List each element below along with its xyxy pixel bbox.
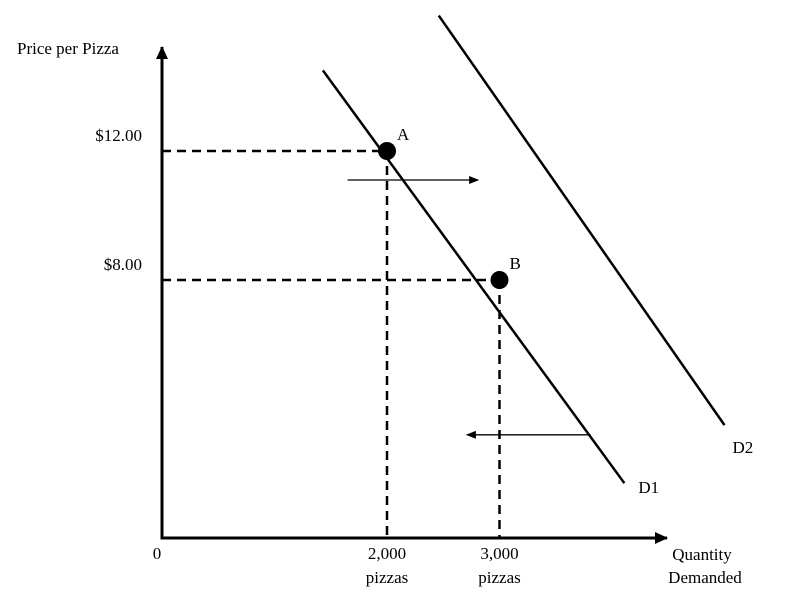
y-tick-label: $8.00	[104, 255, 142, 274]
y-tick-label: $12.00	[95, 126, 142, 145]
tick-labels: $12.00 $8.00 2,000 pizzas 3,000 pizzas	[95, 126, 520, 587]
x-tick-unit-label: pizzas	[366, 568, 408, 587]
curve-label-d1: D1	[638, 478, 659, 497]
y-axis-label: Price per Pizza	[17, 39, 119, 58]
x-tick-label: 2,000	[368, 544, 406, 563]
equilibrium-points: AB	[378, 125, 521, 289]
point-a	[378, 142, 396, 160]
demand-curves: D1 D2	[321, 14, 754, 497]
shift-arrows	[347, 176, 591, 439]
curve-label-d2: D2	[733, 438, 754, 457]
demand-curve-d1	[321, 69, 626, 484]
origin-label: 0	[153, 544, 162, 563]
point-label-a: A	[397, 125, 410, 144]
demand-curve-d2	[437, 14, 726, 426]
x-tick-unit-label: pizzas	[478, 568, 520, 587]
x-tick-label: 3,000	[480, 544, 518, 563]
axes	[156, 46, 668, 544]
x-axis-label-line2: Demanded	[668, 568, 742, 587]
x-axis-label-line1: Quantity	[672, 545, 732, 564]
point-b	[490, 271, 509, 289]
guide-lines	[162, 149, 501, 538]
point-label-b: B	[510, 254, 521, 273]
